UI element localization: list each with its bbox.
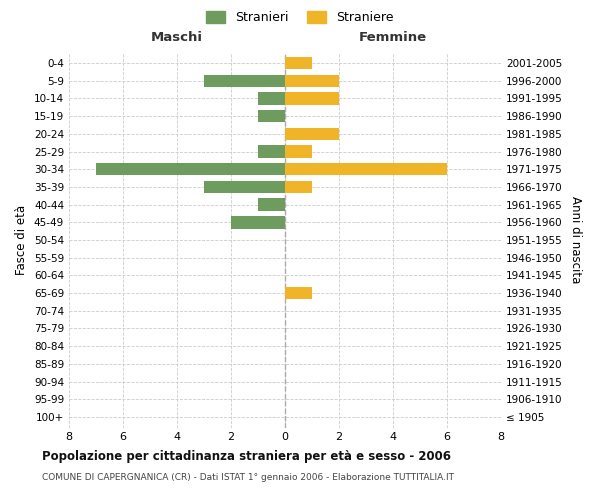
Bar [285,92,339,104]
Bar [204,74,285,87]
Bar [258,146,285,158]
Bar [285,74,339,87]
Legend: Stranieri, Straniere: Stranieri, Straniere [202,6,398,29]
Bar [204,180,285,193]
Bar [285,180,312,193]
Bar [285,57,312,70]
Bar [285,146,312,158]
Text: Maschi: Maschi [151,30,203,44]
Y-axis label: Fasce di età: Fasce di età [16,205,28,275]
Bar [258,92,285,104]
Text: Popolazione per cittadinanza straniera per età e sesso - 2006: Popolazione per cittadinanza straniera p… [42,450,451,463]
Bar [258,110,285,122]
Bar [285,128,339,140]
Bar [285,163,447,175]
Y-axis label: Anni di nascita: Anni di nascita [569,196,582,284]
Text: Femmine: Femmine [359,30,427,44]
Bar [231,216,285,228]
Bar [96,163,285,175]
Bar [285,287,312,300]
Bar [258,198,285,211]
Text: COMUNE DI CAPERGNANICA (CR) - Dati ISTAT 1° gennaio 2006 - Elaborazione TUTTITAL: COMUNE DI CAPERGNANICA (CR) - Dati ISTAT… [42,472,454,482]
